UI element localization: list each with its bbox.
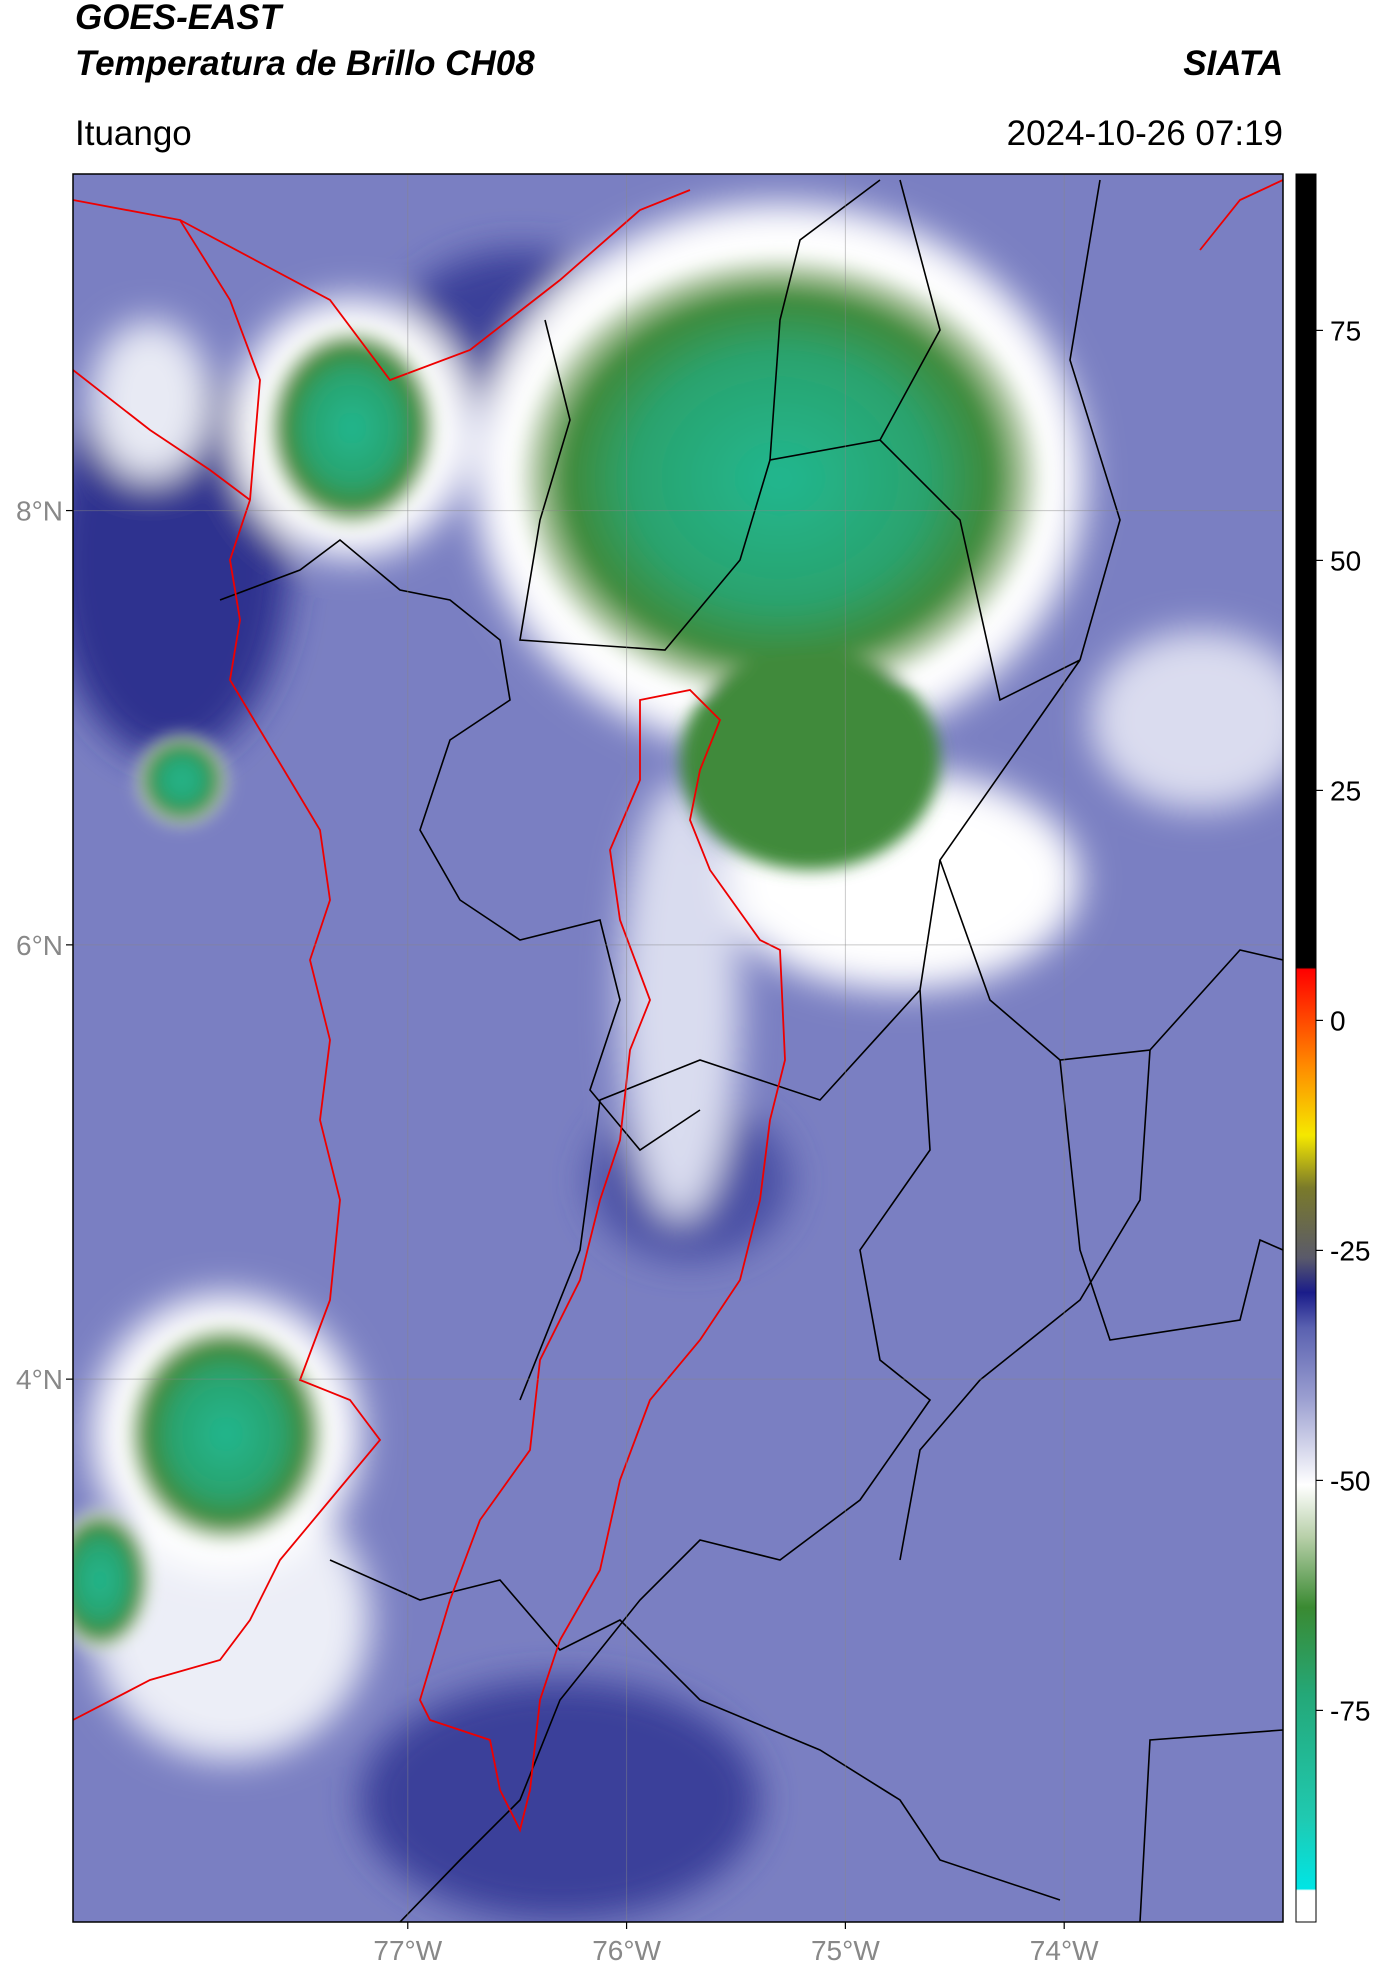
region: Ituango <box>75 114 192 153</box>
colorbar-tick-label: 75 <box>1330 315 1361 346</box>
colorbar-tick-label: 50 <box>1330 545 1361 576</box>
x-tick-label: 74°W <box>1030 1935 1099 1966</box>
title: GOES-EAST <box>75 0 282 37</box>
y-tick-label: 4°N <box>16 1364 63 1395</box>
colorbar-tick-label: 0 <box>1330 1005 1346 1036</box>
satellite-image <box>73 174 1283 1922</box>
y-tick-label: 6°N <box>16 930 63 961</box>
x-tick-label: 75°W <box>811 1935 880 1966</box>
x-tick-label: 77°W <box>373 1935 442 1966</box>
coast-and-boundaries <box>73 179 1283 1833</box>
datetime: 2024-10-26 07:19 <box>1006 114 1283 153</box>
x-tick-label: 76°W <box>592 1935 661 1966</box>
colorbar-tick-label: -25 <box>1330 1235 1370 1266</box>
subtitle: Temperatura de Brillo CH08 <box>75 44 535 83</box>
colorbar <box>1295 173 1317 1923</box>
borders <box>219 179 1283 1922</box>
colorbar-tick-label: 25 <box>1330 775 1361 806</box>
map-frame <box>72 173 1284 1923</box>
y-tick-label: 8°N <box>16 496 63 527</box>
colorbar-tick-label: -75 <box>1330 1695 1370 1726</box>
organization: SIATA <box>1183 44 1283 83</box>
graticule <box>66 174 1283 1929</box>
colorbar-tick-label: -50 <box>1330 1465 1370 1496</box>
